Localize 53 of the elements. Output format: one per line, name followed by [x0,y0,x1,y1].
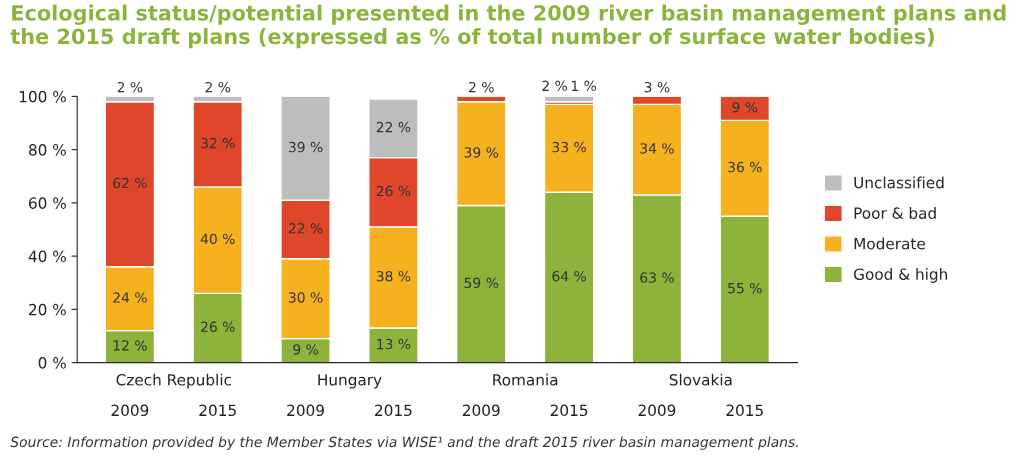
y-tick-label: 80 % [28,144,66,156]
data-label: 39 % [288,141,323,153]
data-label: 24 % [113,292,147,303]
y-tick-label: 20 % [29,303,66,316]
y-tick-label: 40 % [28,250,66,263]
x-tick-label: 2009 [287,404,324,417]
x-tick-label: 2009 [462,404,500,417]
data-label: 12 % [113,340,147,351]
data-label: 33 % [552,141,586,153]
data-label: 40 % [200,233,235,245]
data-label: 9 % [732,101,758,113]
data-label: 59 % [464,277,499,289]
data-label: 26 % [376,185,411,197]
data-label: 13 % [377,338,411,350]
data-label: 22 % [288,223,323,234]
x-tick-label: 2015 [375,404,412,417]
data-label: 9 % [293,344,319,355]
legend-label: Unclassified [854,176,944,189]
data-label: 55 % [728,282,762,294]
data-label: 64 % [552,270,586,282]
chart-title: Ecological status/potential presented in the 2009 river basin management plans and the 2015 draft plans (expressed as % of total number of surface water bodies) [10,4,1006,49]
source-note: Source: Information provided by the Member States via WISE¹ and the draft 2015 river basin management plans. [10,436,798,450]
legend-label: Poor & bad [854,207,936,219]
data-label: 1 % [571,80,597,92]
text: Czech Republic [116,373,232,389]
x-tick-label: 2009 [638,404,676,417]
data-label: 22 % [376,121,411,133]
data-label: 30 % [288,292,323,303]
y-tick-label: 100 % [19,90,66,103]
data-label: 39 % [464,147,499,158]
data-label: 38 % [376,270,411,282]
x-tick-label: 2015 [726,404,763,417]
data-label: 2 % [542,80,568,92]
x-tick-label: 2015 [199,404,236,417]
legend-label: Good & high [853,268,947,283]
data-label: 3 % [644,81,670,93]
x-tick-label: 2015 [550,404,588,417]
legend-label: Moderate [854,237,925,250]
data-label: 62 % [113,177,147,189]
data-label: 2 % [117,81,143,93]
data-label: 63 % [640,272,674,283]
text: Romania [493,373,558,386]
data-label: 32 % [201,137,235,149]
data-label: 2 % [205,81,231,93]
y-tick-label: 60 % [29,197,66,209]
data-label: 34 % [640,143,674,154]
data-label: 36 % [728,161,762,173]
data-label: 26 % [201,321,235,333]
text: Slovakia [669,373,732,386]
text: Hungary [318,374,382,389]
data-label: 2 % [469,81,494,93]
y-tick-label: 0 % [38,357,66,369]
x-tick-label: 2009 [111,404,149,417]
